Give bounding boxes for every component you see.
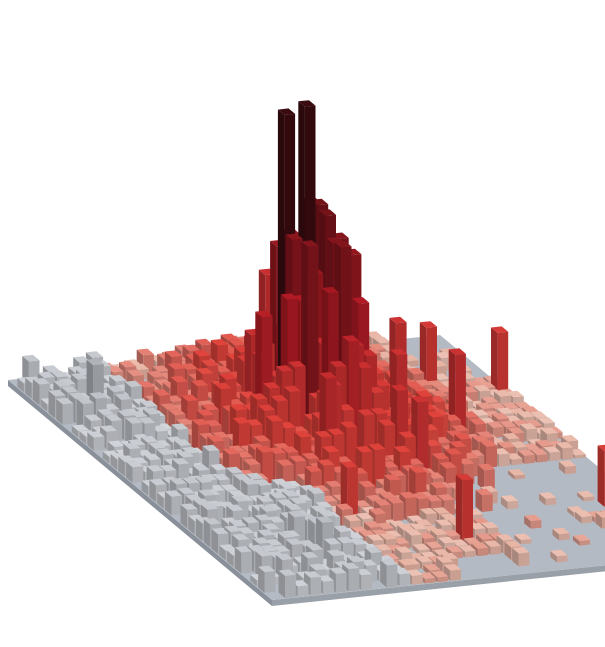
density-bar <box>524 514 542 529</box>
density-bar <box>126 460 144 483</box>
density-bar <box>572 534 591 546</box>
density-bar <box>475 488 493 512</box>
density-bar <box>517 449 536 464</box>
density-bar <box>575 510 593 524</box>
density-bar <box>477 463 495 490</box>
density-bar <box>597 444 605 507</box>
density-bars <box>17 100 605 599</box>
density-bar <box>550 549 568 563</box>
density-bar <box>491 326 509 394</box>
density-bar <box>380 558 398 588</box>
density-bar <box>87 431 105 451</box>
density-bar <box>234 546 252 574</box>
density-bar <box>552 527 570 541</box>
density-bar <box>508 469 526 480</box>
density-bar <box>595 511 605 529</box>
density-bar <box>577 490 595 502</box>
density-bar <box>455 473 473 544</box>
density-bar <box>484 540 502 555</box>
density-bar <box>486 421 504 439</box>
density-bar <box>512 546 530 567</box>
density-bar <box>258 565 276 593</box>
density-bar <box>56 397 74 425</box>
density-bar <box>558 460 576 475</box>
density-bar <box>164 490 183 516</box>
ground-left-edge <box>8 380 272 606</box>
density-bar <box>431 570 449 583</box>
ground-front-edge <box>272 565 605 606</box>
density-bar <box>500 495 519 510</box>
density-bar <box>443 564 461 581</box>
density-bar <box>539 492 557 506</box>
density-bar <box>278 569 296 599</box>
density-bar <box>514 533 532 545</box>
